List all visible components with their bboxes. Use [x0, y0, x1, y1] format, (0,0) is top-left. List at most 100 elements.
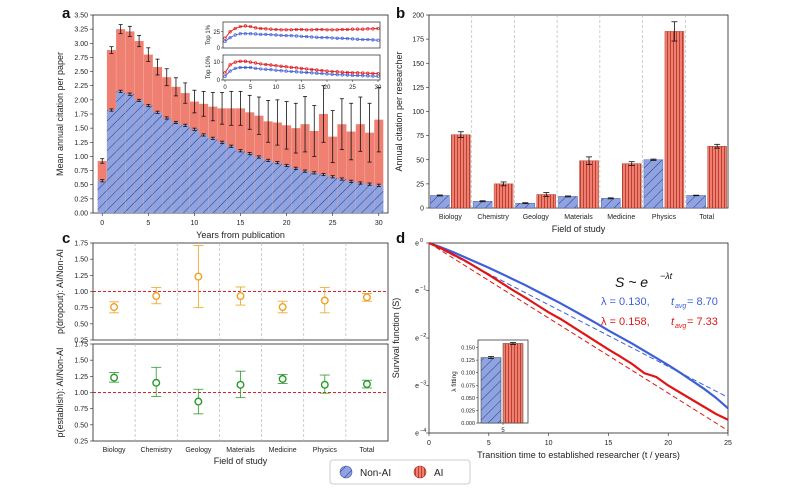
- bar-non-ai: [162, 117, 172, 213]
- panel-c-point: [236, 292, 245, 301]
- panel-b-ytick-label: 25: [416, 181, 424, 188]
- inset-xtick-label: 5: [249, 85, 253, 91]
- panel-d-ytick-exponent: −1: [420, 286, 426, 292]
- bar-non-ai: [134, 100, 144, 213]
- inset-xtick-label: 25: [349, 85, 356, 91]
- panel-b-ytick-label: 100: [412, 109, 424, 116]
- inset-point-ai: [345, 70, 350, 75]
- inset-xtick-label: 0: [223, 85, 227, 91]
- panel-c-ytick-label: 1.25: [74, 374, 88, 381]
- bar-non-ai: [472, 201, 493, 209]
- panel-b-ytick-label: 0: [420, 206, 424, 213]
- bar-non-ai: [558, 196, 578, 209]
- inset-point-ai: [371, 27, 375, 31]
- bar-ai: [328, 136, 338, 213]
- inset-point-non_ai: [340, 36, 344, 40]
- panel-c-ytick-label: 1.50: [74, 257, 88, 264]
- inset-point-non_ai: [289, 34, 293, 38]
- inset-point-ai: [376, 71, 380, 76]
- inset-xtick-label: 30: [375, 85, 382, 91]
- panel-c-category-label: Chemistry: [140, 447, 172, 454]
- inset-point-non_ai: [315, 71, 319, 75]
- inset-point-non_ai: [371, 38, 375, 42]
- fit-tavg-subscript: avg: [675, 303, 686, 310]
- inset-point-ai: [289, 65, 293, 69]
- bar-non-ai: [208, 138, 218, 213]
- panel-a-ytick-label: 0.25: [74, 196, 88, 203]
- inset-point-non_ai: [248, 32, 253, 36]
- inset-point-non_ai: [228, 69, 232, 73]
- panel-a-ytick-label: 3.25: [74, 27, 88, 34]
- panel-c-category-label: Medicine: [269, 447, 297, 454]
- inset-point-ai: [274, 64, 278, 68]
- inset-ytick-label: 0.050: [461, 396, 475, 402]
- bar-ai: [318, 114, 328, 213]
- inset-point-ai: [330, 69, 334, 74]
- panel-a-label: a: [62, 5, 71, 22]
- panel-d-ytick-label: e: [415, 288, 419, 295]
- panel-a-xtick-label: 20: [283, 220, 291, 227]
- inset-point-ai: [361, 27, 365, 31]
- bar-ai: [664, 31, 685, 209]
- inset-point-non_ai: [274, 68, 278, 72]
- inset-point-non_ai: [269, 68, 273, 72]
- bar-ai: [355, 124, 365, 213]
- panel-a-xtick-label: 15: [237, 220, 245, 227]
- inset-point-non_ai: [294, 34, 299, 38]
- bar-non-ai: [106, 110, 116, 213]
- bar-ai: [346, 131, 356, 213]
- panel-c-ytick-label: 1.50: [74, 358, 88, 365]
- panel-b-category-label: Total: [699, 214, 714, 221]
- panel-b-category-label: Physics: [652, 214, 677, 221]
- inset-point-non_ai: [264, 67, 268, 71]
- inset-point-ai: [294, 27, 299, 32]
- panel-c-point: [320, 380, 329, 389]
- panel-d-xtick-label: 25: [724, 440, 732, 447]
- panel-d-xtick-label: 20: [664, 440, 672, 447]
- inset-point-ai: [361, 71, 365, 75]
- panel-c-point: [362, 293, 371, 302]
- panel-c-ytick-label: 0.50: [74, 422, 88, 429]
- bar-non-ai: [328, 176, 338, 213]
- inset-point-ai: [223, 71, 227, 75]
- panel-a-xtick-label: 25: [329, 220, 337, 227]
- inset-point-non_ai: [310, 71, 314, 75]
- inset-point-ai: [315, 68, 319, 72]
- inset-point-ai: [228, 30, 232, 34]
- panel-b-ytick-label: 50: [416, 157, 424, 164]
- inset-point-ai: [264, 27, 268, 31]
- inset-point-non_ai: [223, 39, 227, 44]
- inset-xtick-label: 5: [501, 428, 505, 434]
- bar-non-ai: [235, 150, 246, 213]
- inset-point-non_ai: [289, 69, 293, 74]
- panel-a-xlabel: Years from publication: [196, 230, 285, 240]
- bar-non-ai: [346, 181, 356, 213]
- inset-point-non_ai: [361, 37, 365, 42]
- inset-point-non_ai: [238, 65, 242, 70]
- panel-d-ytick-label: e: [415, 241, 419, 248]
- inset-point-ai: [259, 62, 263, 66]
- inset-line-ai: [224, 25, 379, 39]
- panel-b-xlabel: Field of study: [552, 224, 606, 234]
- inset-point-ai: [371, 71, 375, 75]
- inset-point-non_ai: [243, 65, 247, 70]
- inset-point-ai: [350, 71, 355, 75]
- bar-ai: [337, 124, 347, 213]
- bar-non-ai: [143, 105, 153, 213]
- inset-point-ai: [340, 27, 344, 32]
- inset-point-non_ai: [274, 33, 278, 37]
- panel-c-point: [278, 303, 287, 312]
- inset-point-ai: [254, 61, 258, 65]
- legend-non-ai-label: Non-AI: [360, 468, 391, 479]
- inset-point-non_ai: [299, 34, 304, 38]
- inset-ytick-label: 0: [217, 78, 221, 84]
- inset-point-non_ai: [248, 65, 253, 70]
- panel-c-ytick-label: 1.00: [74, 390, 88, 397]
- inset-point-ai: [366, 71, 370, 75]
- inset-point-ai: [233, 60, 237, 64]
- bar-ai: [300, 124, 310, 213]
- bar-non-ai: [337, 179, 347, 213]
- panel-d-xtick-label: 15: [605, 440, 613, 447]
- bar-non-ai: [282, 165, 292, 213]
- panel-a-xtick-label: 30: [375, 220, 383, 227]
